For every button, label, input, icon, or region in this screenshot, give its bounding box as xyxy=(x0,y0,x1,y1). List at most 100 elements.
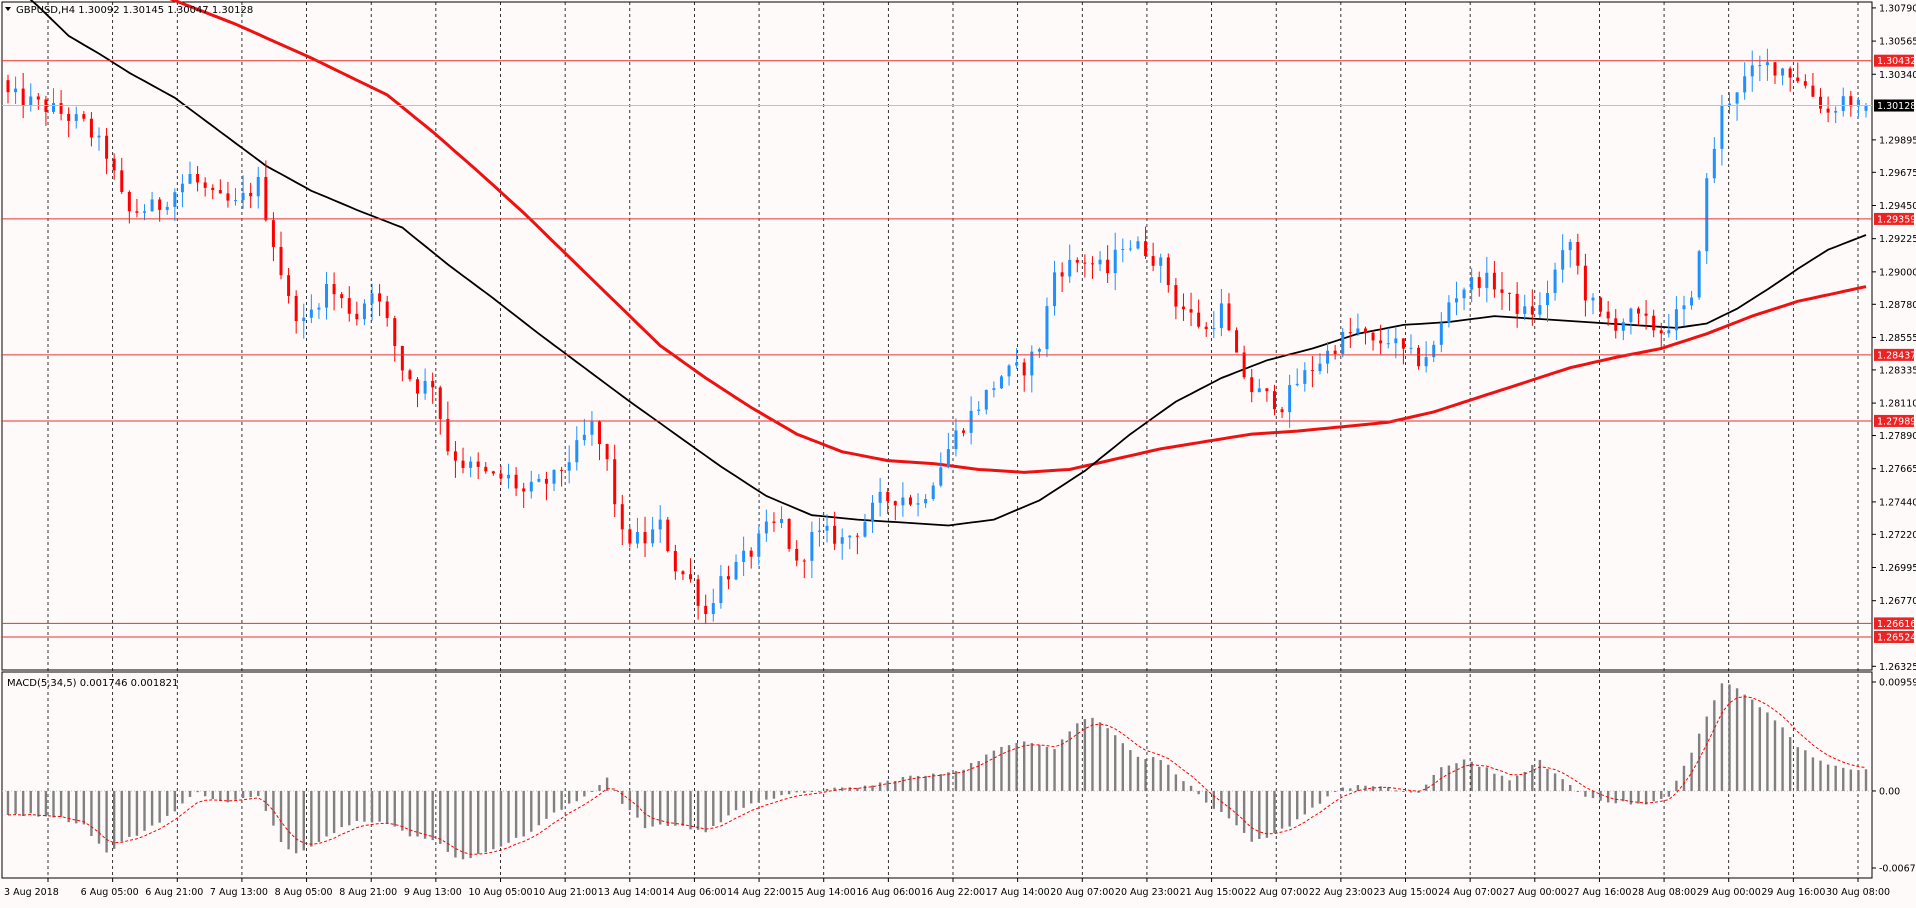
candle-body xyxy=(264,176,268,221)
candle-body xyxy=(1712,148,1716,179)
level-label-bg xyxy=(1874,212,1914,225)
candle-body xyxy=(924,499,928,504)
macd-histogram-bar xyxy=(128,790,131,837)
macd-histogram-bar xyxy=(1773,720,1777,791)
y-tick-label: 1.28555 xyxy=(1879,333,1916,344)
candle-body xyxy=(1811,85,1815,97)
candle-body xyxy=(59,103,63,114)
macd-histogram-bar xyxy=(310,790,313,847)
macd-histogram-bar xyxy=(932,773,935,791)
x-tick-label: 8 Aug 05:00 xyxy=(275,887,333,898)
candle-body xyxy=(931,485,935,500)
horizontal-levels[interactable] xyxy=(2,60,1872,638)
macd-histogram-bar xyxy=(1296,790,1299,820)
candle-body xyxy=(1280,409,1284,413)
macd-histogram-bar xyxy=(1584,790,1587,797)
candle-body xyxy=(1644,313,1648,316)
candle-body xyxy=(1743,76,1747,93)
macd-histogram-bar xyxy=(59,790,63,817)
candle-body xyxy=(772,521,776,523)
candle-body xyxy=(1674,309,1678,331)
level-label[interactable]: 1.30432 xyxy=(1877,56,1916,67)
macd-histogram-bar xyxy=(370,790,374,823)
macd-histogram-bar xyxy=(787,790,791,795)
macd-histogram-bar xyxy=(1371,786,1375,791)
candle-body xyxy=(1818,96,1822,109)
candle-body xyxy=(484,466,488,472)
macd-histogram-bar xyxy=(332,790,336,834)
candle-body xyxy=(1636,308,1640,314)
triangle-down-icon[interactable] xyxy=(5,7,11,11)
macd-histogram-bar xyxy=(757,790,760,803)
candle-body xyxy=(453,451,457,461)
candle-body xyxy=(1439,322,1443,345)
candle-body xyxy=(1106,259,1110,274)
macd-histogram-bar xyxy=(1311,790,1314,808)
candle-body xyxy=(1826,108,1830,113)
macd-histogram-bar xyxy=(287,790,290,850)
candle-body xyxy=(1235,330,1239,353)
macd-histogram-bar xyxy=(1023,741,1026,791)
macd-histogram-bar xyxy=(750,790,753,804)
candle-body xyxy=(908,497,912,505)
macd-histogram-bar xyxy=(1409,790,1413,793)
candle-body xyxy=(36,96,40,100)
macd-histogram-bar xyxy=(666,790,669,826)
x-tick-label: 17 Aug 14:00 xyxy=(986,887,1050,898)
candle-body xyxy=(711,603,715,614)
candle-body xyxy=(408,370,412,380)
level-label[interactable]: 1.27989 xyxy=(1877,416,1916,427)
candle-body xyxy=(893,501,897,506)
candle-body xyxy=(378,293,382,302)
level-label[interactable]: 1.29359 xyxy=(1877,214,1916,225)
candle-body xyxy=(1773,62,1777,76)
macd-histogram-bar xyxy=(82,790,86,825)
macd-histogram-bar xyxy=(1751,699,1754,791)
candle-body xyxy=(97,135,101,138)
macd-histogram-bar xyxy=(1515,775,1519,791)
candle-body xyxy=(143,211,147,213)
candle-body xyxy=(999,376,1003,389)
candle-body xyxy=(514,474,518,489)
macd-histogram-bar xyxy=(340,790,343,828)
candle-body xyxy=(863,521,867,537)
macd-histogram-bar xyxy=(712,790,715,827)
macd-panel-border xyxy=(1,671,1873,879)
macd-histogram-bar xyxy=(97,790,101,844)
symbol-header[interactable]: GBPUSD,H4 1.30092 1.30145 1.30047 1.3012… xyxy=(5,5,253,16)
candle-body xyxy=(249,192,253,197)
macd-histogram-bar xyxy=(52,790,55,818)
macd-histogram-bar xyxy=(302,790,305,851)
macd-histogram-bar xyxy=(1038,744,1041,791)
candle-body xyxy=(620,504,624,530)
macd-histogram-bar xyxy=(14,790,17,814)
level-label[interactable]: 1.26616 xyxy=(1877,619,1916,630)
x-tick-label: 6 Aug 05:00 xyxy=(81,887,139,898)
macd-histogram-bar xyxy=(1060,739,1064,791)
macd-histogram-bar xyxy=(21,790,25,817)
candle-body xyxy=(658,519,662,530)
macd-histogram-bar xyxy=(1076,723,1079,791)
macd-histogram-bar xyxy=(1644,790,1648,805)
candle-body xyxy=(1576,241,1580,266)
macd-histogram-bar xyxy=(423,790,427,839)
level-label-bg xyxy=(1874,54,1914,67)
macd-histogram-bar xyxy=(1114,735,1117,791)
macd-histogram-bar xyxy=(6,790,10,816)
macd-histogram-bar xyxy=(1629,790,1633,805)
level-label[interactable]: 1.28437 xyxy=(1877,350,1916,361)
candle-body xyxy=(1386,343,1390,345)
macd-histogram-bar xyxy=(1265,790,1269,838)
candle-body xyxy=(1310,370,1314,372)
candle-body xyxy=(1788,68,1792,78)
macd-histogram-bar xyxy=(681,790,685,826)
macd-histogram-bar xyxy=(234,790,237,800)
current-price-label-bg xyxy=(1874,99,1914,112)
macd-histogram-bar xyxy=(211,790,214,800)
macd-histogram-bar xyxy=(1788,737,1792,791)
x-tick-label: 14 Aug 06:00 xyxy=(662,887,726,898)
macd-histogram-bar xyxy=(1849,769,1853,791)
level-label[interactable]: 1.26524 xyxy=(1877,632,1916,643)
